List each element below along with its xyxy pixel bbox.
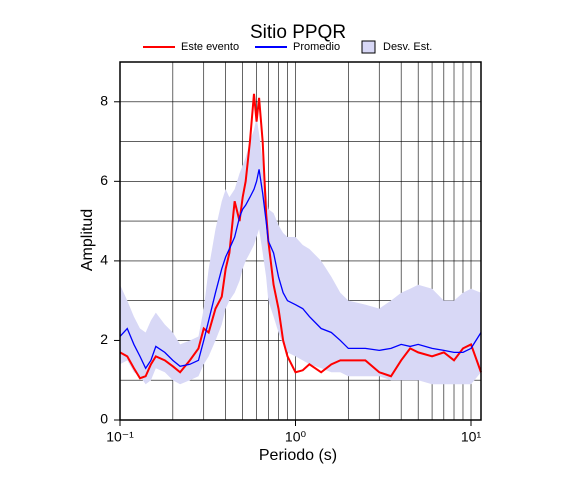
y-tick-label: 8 [100, 92, 108, 108]
legend-label: Este evento [181, 41, 239, 53]
series-line [119, 169, 482, 370]
std-band [120, 117, 481, 385]
legend-label: Promedio [293, 41, 340, 53]
y-tick-label: 0 [100, 411, 108, 427]
y-tick-label: 6 [100, 172, 108, 188]
x-tick-label: 10¹ [461, 429, 482, 445]
series-line [119, 93, 482, 380]
legend-label: Desv. Est. [383, 41, 432, 53]
y-tick-label: 2 [100, 331, 108, 347]
chart-title: Sitio PPQR [250, 22, 346, 43]
plot-frame [119, 61, 482, 421]
y-axis-label: Amplitud [79, 209, 96, 271]
x-tick-label: 10⁰ [285, 429, 307, 445]
legend-swatch [361, 40, 376, 54]
x-axis-label: Periodo (s) [259, 447, 337, 464]
y-tick-label: 4 [100, 252, 108, 268]
x-tick-label: 10⁻¹ [106, 429, 134, 445]
